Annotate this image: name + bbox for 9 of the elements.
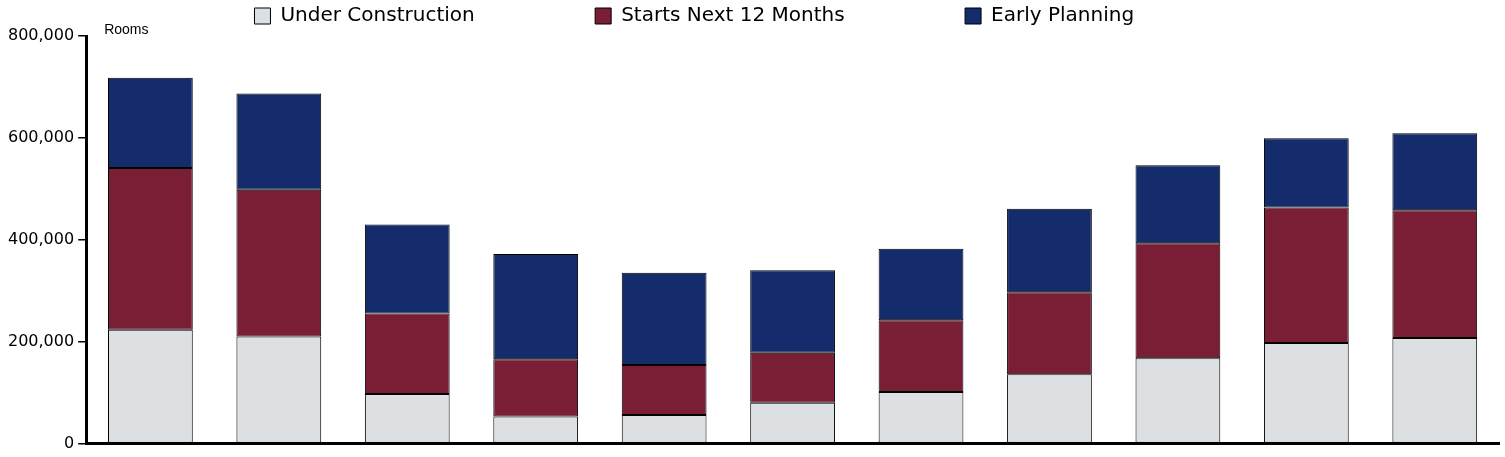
- y-tick-label: 200,000: [7, 330, 75, 350]
- y-tick-label: 600,000: [7, 127, 75, 147]
- y-tick-label: 400,000: [7, 228, 75, 248]
- y-tick-label: 0: [63, 432, 75, 452]
- legend-label: Under Construction: [280, 2, 590, 27]
- legend-label: Starts Next 12 Months: [621, 2, 960, 27]
- legend-label: Early Planning: [991, 2, 1249, 27]
- annotation: Rooms: [104, 20, 149, 37]
- y-tick-label: 800,000: [7, 25, 75, 45]
